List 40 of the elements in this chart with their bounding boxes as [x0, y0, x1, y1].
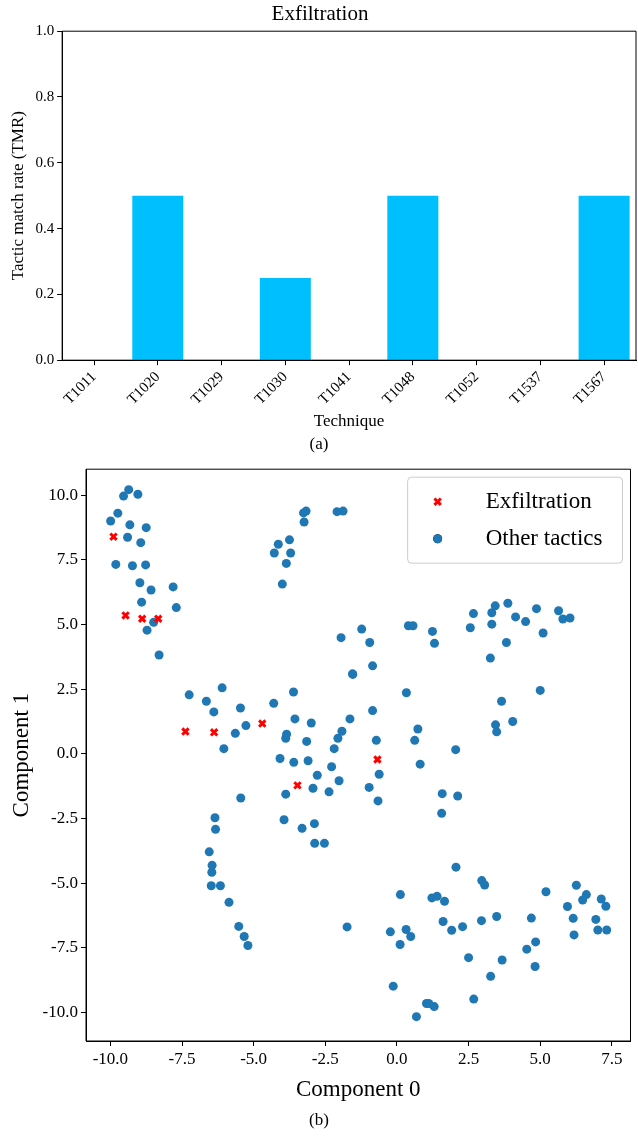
- y-tick-label: -5.0: [51, 872, 79, 892]
- y-tick-label: 1.0: [35, 22, 55, 39]
- x-tick-label: 5.0: [529, 1048, 551, 1068]
- y-tick-label: 0.2: [35, 285, 55, 302]
- y-tick-label: 5.0: [56, 613, 79, 633]
- x-tick-label: -10.0: [92, 1048, 129, 1068]
- point: [108, 532, 119, 542]
- y-axis-title: Tactic match rate (TMR): [7, 111, 27, 281]
- point: [153, 614, 163, 624]
- point: [180, 726, 191, 737]
- y-tick-label: 0.0: [35, 351, 55, 368]
- y-tick-label: 2.5: [56, 678, 79, 698]
- y-tick-label: -7.5: [51, 937, 79, 957]
- legend-label: Exfiltration: [485, 487, 593, 513]
- point: [372, 754, 383, 765]
- x-axis-title: Component 0: [295, 1076, 421, 1102]
- y-tick-label: -2.5: [51, 807, 79, 827]
- point: [137, 614, 147, 624]
- text: (b): [308, 1109, 330, 1131]
- x-tick-label: 0.0: [386, 1048, 408, 1068]
- x-tick-label: -2.5: [311, 1048, 339, 1068]
- y-tick-label: -10.0: [42, 1002, 79, 1022]
- y-tick-label: 0.8: [35, 87, 55, 104]
- chart-title: Exfiltration: [271, 1, 369, 26]
- point: [292, 780, 303, 791]
- y-tick-label: 7.5: [56, 549, 79, 569]
- text: (a): [308, 433, 330, 455]
- x-tick-label: 7.5: [601, 1048, 623, 1068]
- y-tick-label: 0.4: [35, 219, 55, 236]
- y-axis-title: Component 1: [7, 692, 33, 818]
- x-tick-label: 2.5: [457, 1048, 480, 1068]
- x-axis-title: Technique: [313, 411, 385, 431]
- y-tick-label: 0.6: [35, 153, 55, 170]
- y-tick-label: 10.0: [48, 484, 79, 504]
- x-tick-label: -5.0: [240, 1048, 268, 1068]
- y-tick-label: 0.0: [56, 743, 79, 763]
- point: [120, 610, 131, 621]
- legend-label: Other tactics: [485, 524, 603, 550]
- x-tick-label: -7.5: [168, 1048, 196, 1068]
- point: [257, 718, 267, 729]
